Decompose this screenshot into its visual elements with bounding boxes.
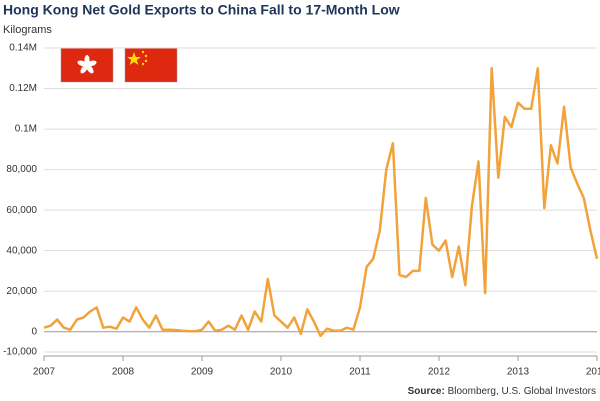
source: Source: Bloomberg, U.S. Global Investors (408, 386, 596, 397)
y-tick-label: -10,000 (3, 347, 37, 358)
y-tick-label: 20,000 (6, 286, 37, 297)
source-label: Source: (408, 386, 445, 397)
y-tick-label: 0 (31, 326, 37, 337)
y-tick-label: 60,000 (6, 205, 37, 216)
x-tick-label: 2008 (112, 367, 135, 378)
china-flag (124, 47, 178, 83)
y-tick-label: 0.1M (15, 124, 37, 135)
x-tick-label: 2014 (586, 367, 600, 378)
x-tick-label: 2009 (191, 367, 214, 378)
y-tick-label: 0.12M (9, 83, 37, 94)
source-text: Bloomberg, U.S. Global Investors (448, 386, 596, 397)
y-tick-label: 80,000 (6, 164, 37, 175)
chart-subtitle: Kilograms (3, 24, 52, 36)
y-tick-label: 0.14M (9, 43, 37, 54)
hong-kong-flag (60, 47, 114, 83)
x-tick-label: 2007 (33, 367, 56, 378)
data-line (43, 67, 599, 338)
x-tick-label: 2010 (270, 367, 293, 378)
x-tick-label: 2012 (428, 367, 451, 378)
y-tick-label: 40,000 (6, 245, 37, 256)
chart-title: Hong Kong Net Gold Exports to China Fall… (3, 2, 400, 18)
x-tick-label: 2013 (507, 367, 530, 378)
x-tick-label: 2011 (349, 367, 371, 378)
